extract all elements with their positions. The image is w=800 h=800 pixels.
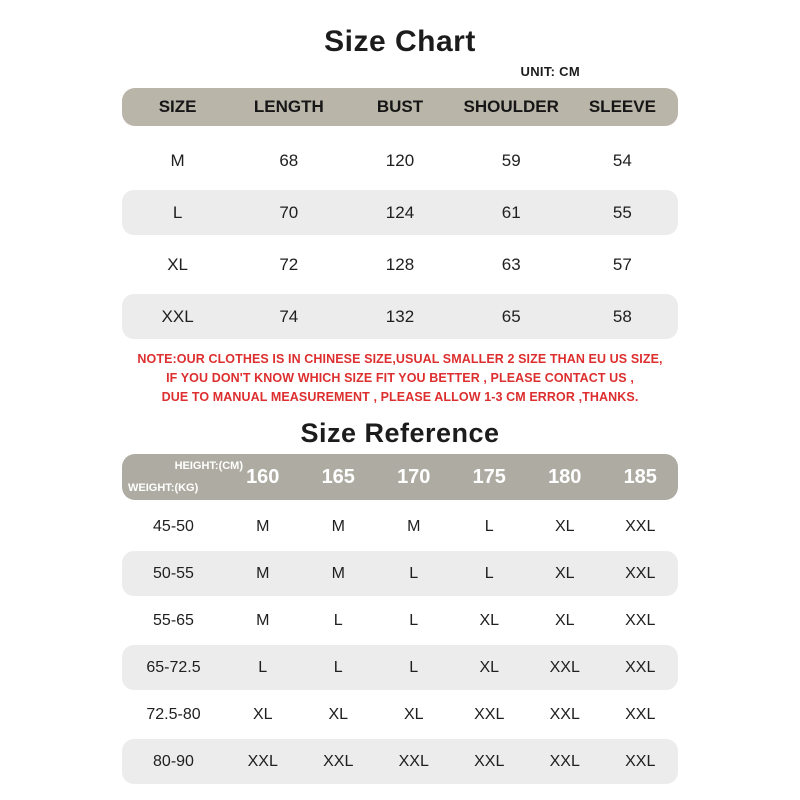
ref-size-cell: M <box>331 564 345 582</box>
reference-row-80-90: 80-90 XXL XXL XXL XXL XXL XXL <box>122 739 678 784</box>
reference-row-45-50: 45-50 M M M L XL XXL <box>122 504 678 549</box>
ref-size-cell: XXL <box>247 752 278 770</box>
size-cell: XXL <box>161 306 194 326</box>
size-cell: L <box>172 202 183 222</box>
weight-range-cell: 50-55 <box>153 564 194 582</box>
length-cell: 70 <box>279 202 299 222</box>
weight-range-cell: 55-65 <box>153 611 194 629</box>
size-table-row-xl: XL 72 128 63 57 <box>122 242 678 287</box>
ref-size-cell: XXL <box>323 752 354 770</box>
ref-size-cell: M <box>256 564 270 582</box>
shoulder-cell: 63 <box>501 254 521 274</box>
length-cell: 68 <box>279 150 299 170</box>
ref-size-cell: XXL <box>625 752 656 770</box>
height-header-160: 160 <box>246 465 280 488</box>
ref-size-cell: XXL <box>474 705 505 723</box>
ref-size-cell: XXL <box>625 611 656 629</box>
length-cell: 72 <box>279 254 299 274</box>
reference-row-72-5-80: 72.5-80 XL XL XL XXL XXL XXL <box>122 692 678 737</box>
reference-row-50-55: 50-55 M M L L XL XXL <box>122 551 678 596</box>
ref-size-cell: XXL <box>625 517 656 535</box>
column-header-shoulder: SHOULDER <box>463 97 559 116</box>
ref-size-cell: L <box>484 564 494 582</box>
content-column: Size Chart UNIT: CM SIZE LENGTH BUST SHO… <box>122 0 678 784</box>
column-header-sleeve: SLEEVE <box>588 97 656 116</box>
ref-size-cell: L <box>409 611 419 629</box>
ref-size-cell: XL <box>479 658 500 676</box>
size-table-header: SIZE LENGTH BUST SHOULDER SLEEVE <box>122 88 678 126</box>
note-text: NOTE:OUR CLOTHES IS IN CHINESE SIZE,USUA… <box>122 350 678 407</box>
shoulder-cell: 59 <box>501 150 521 170</box>
size-table-row-m: M 68 120 59 54 <box>122 138 678 183</box>
note-line-1: NOTE:OUR CLOTHES IS IN CHINESE SIZE,USUA… <box>137 352 663 366</box>
ref-size-cell: XL <box>328 705 349 723</box>
ref-size-cell: XL <box>479 611 500 629</box>
ref-size-cell: L <box>258 658 268 676</box>
height-header-165: 165 <box>321 465 355 488</box>
length-cell: 74 <box>279 306 299 326</box>
reference-table-header: HEIGHT:(CM) WEIGHT:(KG) 160 165 170 175 … <box>122 454 678 500</box>
column-header-bust: BUST <box>376 97 424 116</box>
ref-size-cell: XXL <box>625 564 656 582</box>
ref-size-cell: XL <box>554 517 575 535</box>
ref-size-cell: XL <box>554 611 575 629</box>
bust-cell: 132 <box>385 306 415 326</box>
height-header-175: 175 <box>472 465 506 488</box>
ref-size-cell: XXL <box>625 658 656 676</box>
bust-cell: 120 <box>385 150 415 170</box>
note-line-2: IF YOU DON'T KNOW WHICH SIZE FIT YOU BET… <box>166 371 634 385</box>
ref-size-cell: L <box>409 658 419 676</box>
ref-size-cell: XXL <box>549 705 580 723</box>
bust-cell: 128 <box>385 254 415 274</box>
ref-size-cell: L <box>484 517 494 535</box>
ref-size-cell: XXL <box>549 752 580 770</box>
size-chart-title: Size Chart <box>324 25 476 58</box>
sleeve-cell: 58 <box>612 306 632 326</box>
size-cell: M <box>170 150 185 170</box>
ref-size-cell: M <box>256 517 270 535</box>
ref-size-cell: XXL <box>398 752 429 770</box>
ref-size-cell: XXL <box>549 658 580 676</box>
height-header-170: 170 <box>397 465 431 488</box>
ref-size-cell: M <box>256 611 270 629</box>
ref-size-cell: L <box>333 611 343 629</box>
weight-range-cell: 65-72.5 <box>146 658 201 676</box>
corner-header-cell: HEIGHT:(CM) WEIGHT:(KG) <box>122 454 243 500</box>
size-table-row-xxl: XXL 74 132 65 58 <box>122 294 678 339</box>
sleeve-cell: 55 <box>612 202 632 222</box>
ref-size-cell: M <box>331 517 345 535</box>
corner-height-label: HEIGHT:(CM) <box>174 460 243 472</box>
ref-size-cell: L <box>333 658 343 676</box>
ref-size-cell: L <box>409 564 419 582</box>
ref-size-cell: XL <box>403 705 424 723</box>
reference-row-55-65: 55-65 M L L XL XL XXL <box>122 598 678 643</box>
weight-range-cell: 45-50 <box>153 517 194 535</box>
column-header-length: LENGTH <box>253 97 324 116</box>
note-line-3: DUE TO MANUAL MEASUREMENT , PLEASE ALLOW… <box>161 390 639 404</box>
ref-size-cell: XXL <box>474 752 505 770</box>
column-header-size: SIZE <box>158 97 197 116</box>
sleeve-cell: 54 <box>612 150 632 170</box>
size-reference-title: Size Reference <box>300 418 500 448</box>
size-cell: XL <box>167 254 188 274</box>
ref-size-cell: XL <box>554 564 575 582</box>
ref-size-cell: XXL <box>625 705 656 723</box>
reference-row-65-72-5: 65-72.5 L L L XL XXL XXL <box>122 645 678 690</box>
corner-weight-label: WEIGHT:(KG) <box>128 482 199 494</box>
height-header-180: 180 <box>548 465 582 488</box>
height-header-185: 185 <box>623 465 657 488</box>
shoulder-cell: 65 <box>501 306 521 326</box>
shoulder-cell: 61 <box>501 202 521 222</box>
ref-size-cell: XL <box>252 705 273 723</box>
size-table-row-l: L 70 124 61 55 <box>122 190 678 235</box>
ref-size-cell: M <box>407 517 421 535</box>
unit-label: UNIT: CM <box>520 64 580 79</box>
bust-cell: 124 <box>385 202 415 222</box>
weight-range-cell: 80-90 <box>153 752 194 770</box>
weight-range-cell: 72.5-80 <box>146 705 201 723</box>
sleeve-cell: 57 <box>612 254 632 274</box>
